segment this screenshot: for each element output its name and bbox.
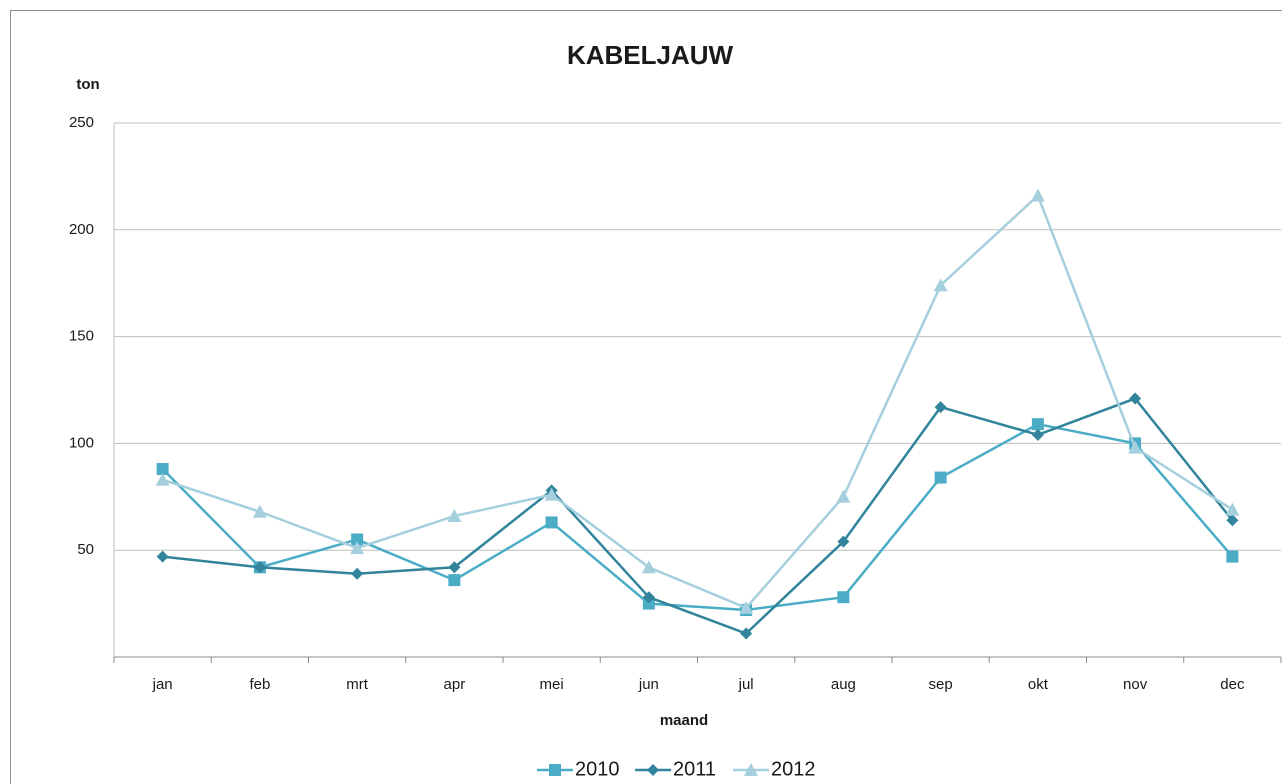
x-tick-label: jan (152, 676, 173, 693)
data-point (448, 574, 461, 587)
x-tick-label: okt (1028, 676, 1049, 693)
data-point (351, 567, 364, 580)
x-axis-label: maand (660, 712, 708, 729)
x-tick-label: mrt (346, 676, 368, 693)
data-point (641, 560, 656, 574)
data-point (351, 533, 364, 546)
data-point (544, 487, 559, 501)
data-point (1225, 502, 1240, 516)
data-point (253, 561, 266, 574)
data-point (156, 463, 169, 476)
data-point (642, 591, 655, 604)
x-tick-label: feb (249, 676, 270, 693)
x-tick-label: nov (1123, 676, 1148, 693)
data-point (448, 561, 461, 574)
x-tick-label: apr (444, 676, 466, 693)
data-point (934, 401, 947, 414)
legend-label: 2012 (771, 758, 816, 780)
data-point (837, 591, 850, 604)
y-tick-label: 200 (69, 221, 94, 238)
data-point (350, 541, 365, 555)
x-tick-label: jun (638, 676, 659, 693)
legend-label: 2011 (673, 758, 716, 780)
chart-frame (10, 10, 1282, 784)
data-point (545, 516, 558, 529)
data-point (1030, 188, 1045, 202)
data-point (1031, 418, 1044, 431)
y-tick-label: 250 (69, 114, 94, 131)
y-tick-label: 50 (77, 541, 94, 558)
legend-marker (549, 764, 561, 776)
series-line (162, 397, 1234, 635)
data-point (836, 489, 851, 503)
x-tick-label: dec (1220, 676, 1245, 693)
data-point (739, 600, 754, 614)
data-point (1129, 392, 1142, 405)
y-axis-label: ton (76, 76, 99, 93)
data-point (740, 627, 753, 640)
series-line (162, 193, 1234, 610)
data-point (837, 535, 850, 548)
y-tick-label: 100 (69, 434, 94, 451)
legend-marker (647, 764, 659, 776)
data-point (1226, 550, 1239, 563)
data-point (155, 472, 170, 486)
chart-title: KABELJAUW (567, 40, 734, 70)
legend-marker (744, 763, 758, 776)
series-line (161, 422, 1234, 612)
data-point (1031, 428, 1044, 441)
legend-label: 2010 (575, 758, 620, 780)
data-point (447, 509, 462, 523)
data-point (1226, 514, 1239, 527)
x-tick-label: jul (738, 676, 754, 693)
data-point (1128, 440, 1143, 454)
data-point (252, 504, 267, 518)
x-tick-label: aug (831, 676, 856, 693)
y-tick-label: 150 (69, 328, 94, 345)
data-point (934, 471, 947, 484)
data-point (156, 550, 169, 563)
data-point (642, 597, 655, 610)
data-point (933, 278, 948, 292)
x-tick-label: mei (540, 676, 564, 693)
x-tick-label: sep (929, 676, 953, 693)
